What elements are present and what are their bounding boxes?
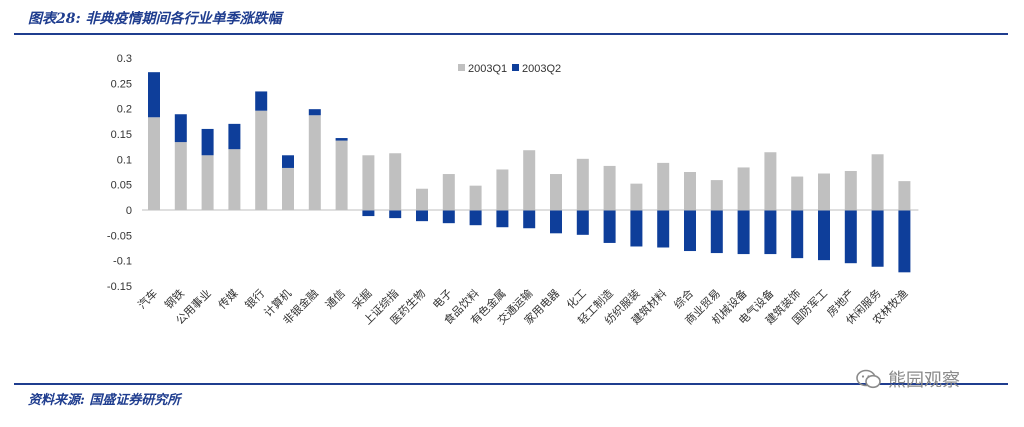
bar-2003q2 [710,210,723,254]
y-tick-label: -0.15 [107,281,132,293]
y-tick-label: 0.25 [111,78,132,90]
bar-2003q2 [335,138,348,141]
bar-2003q1 [308,115,321,210]
bar-2003q2 [416,210,428,222]
bar-2003q2 [603,210,616,243]
bar-2003q2 [148,72,160,118]
bar-2003q1 [228,149,241,210]
bar-2003q1 [630,183,643,210]
source-note: 资料来源: 国盛证券研究所 [28,393,181,408]
x-category-label: 传媒 [216,287,241,312]
legend-label: 2003Q1 [468,63,507,75]
bar-2003q1 [523,150,536,210]
bar-2003q2 [764,210,777,255]
bar-2003q2 [442,210,455,224]
bar-2003q2 [362,210,375,217]
bar-2003q2 [389,210,402,219]
y-tick-label: 0 [126,205,132,217]
bar-2003q1 [603,165,616,210]
bar-2003q1 [550,174,562,210]
bar-2003q1 [255,110,268,210]
bar-2003q1 [416,188,428,210]
y-tick-label: -0.1 [113,256,132,268]
watermark: 熊园观察 [856,366,960,392]
y-axis: 0.3 0.25 0.2 0.15 0.1 0.05 0 -0.05 -0.1 -0.15 [107,53,132,293]
bar-2003q1 [764,152,777,210]
bar-2003q1 [362,155,375,210]
y-tick-label: 0.15 [111,129,132,141]
bar-2003q2 [174,114,187,143]
bar-2003q1 [844,170,857,210]
y-tick-label: -0.05 [107,230,132,242]
bar-2003q1 [335,140,348,210]
bar-2003q1 [657,162,670,210]
bar-2003q1 [684,172,696,210]
bar-2003q1 [710,180,723,210]
bars-group [148,72,911,273]
bar-2003q2 [550,210,562,234]
bar-2003q2 [308,109,321,116]
bar-2003q1 [148,117,160,210]
bottom-rule [14,383,1008,385]
x-category-label: 通信 [323,287,348,312]
bar-2003q1 [791,176,804,210]
bar-2003q2 [818,210,830,261]
bar-2003q2 [657,210,670,248]
bar-2003q2 [684,210,696,252]
bar-2003q2 [844,210,857,264]
bar-2003q2 [523,210,536,229]
watermark-text: 熊园观察 [888,370,960,391]
bar-2003q2 [898,210,911,273]
y-tick-label: 0.2 [117,104,132,116]
bar-2003q2 [228,123,241,150]
legend-label: 2003Q2 [522,63,561,75]
bar-2003q1 [496,169,509,210]
bar-2003q2 [871,210,884,267]
bar-2003q2 [630,210,643,247]
bar-2003q2 [469,210,482,226]
bar-2003q2 [255,91,268,111]
legend-swatch [458,64,465,71]
y-tick-label: 0.3 [117,53,132,65]
bar-2003q1 [871,154,884,210]
bar-2003q1 [898,181,911,210]
bar-2003q2 [282,155,294,168]
figure-title: 图表28: 非典疫情期间各行业单季涨跌幅 [28,11,282,27]
bar-2003q1 [282,167,294,210]
y-tick-label: 0.1 [117,154,132,166]
legend-swatch [512,64,519,71]
bar-2003q1 [576,158,589,210]
bar-2003q1 [818,173,830,210]
bar-2003q1 [389,153,402,210]
legend: 2003Q1 2003Q2 [458,63,561,75]
bar-2003q2 [201,128,214,156]
bar-2003q2 [737,210,750,255]
bar-2003q1 [469,185,482,210]
bar-2003q2 [791,210,804,259]
y-tick-label: 0.05 [111,180,132,192]
bar-2003q1 [442,174,455,210]
bar-2003q1 [737,167,750,210]
bar-2003q2 [496,210,509,228]
bar-2003q1 [174,142,187,210]
bar-2003q2 [576,210,589,235]
x-category-label: 汽车 [135,286,160,311]
wechat-icon [856,369,881,389]
bar-2003q1 [201,155,214,210]
top-rule [14,33,1008,35]
